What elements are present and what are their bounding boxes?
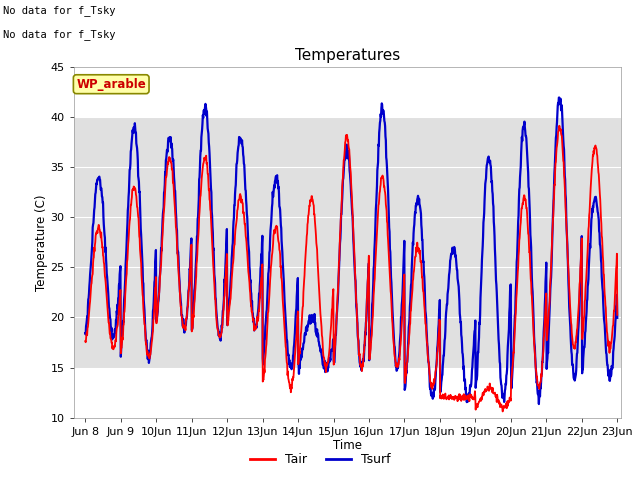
- Tsurf: [550, 170, 558, 176]
- Tsurf: [535, 401, 543, 407]
- Tair: [556, 123, 563, 129]
- Tsurf: [259, 361, 267, 367]
- X-axis label: Time: Time: [333, 439, 362, 453]
- Tsurf: [613, 315, 621, 321]
- Tair: [550, 182, 558, 188]
- Title: Temperatures: Temperatures: [294, 48, 400, 63]
- Line: Tsurf: Tsurf: [85, 97, 617, 404]
- Text: WP_arable: WP_arable: [76, 78, 146, 91]
- Text: No data for f_Tsky: No data for f_Tsky: [3, 5, 116, 16]
- Tair: [613, 312, 621, 318]
- Tair: [200, 160, 207, 166]
- Tsurf: [556, 95, 563, 100]
- Tair: [434, 348, 442, 354]
- Tair: [504, 398, 511, 404]
- Tair: [81, 338, 89, 344]
- Tsurf: [200, 108, 207, 114]
- Tsurf: [81, 330, 89, 336]
- Tair: [499, 408, 506, 414]
- Tair: [259, 376, 267, 382]
- Y-axis label: Temperature (C): Temperature (C): [35, 194, 47, 291]
- Legend: Tair, Tsurf: Tair, Tsurf: [245, 448, 395, 471]
- Text: No data for f_Tsky: No data for f_Tsky: [3, 29, 116, 40]
- Tsurf: [434, 342, 442, 348]
- Tsurf: [187, 249, 195, 255]
- Tsurf: [503, 366, 511, 372]
- Bar: [74, 117, 621, 368]
- Line: Tair: Tair: [85, 126, 617, 411]
- Tair: [187, 256, 195, 262]
